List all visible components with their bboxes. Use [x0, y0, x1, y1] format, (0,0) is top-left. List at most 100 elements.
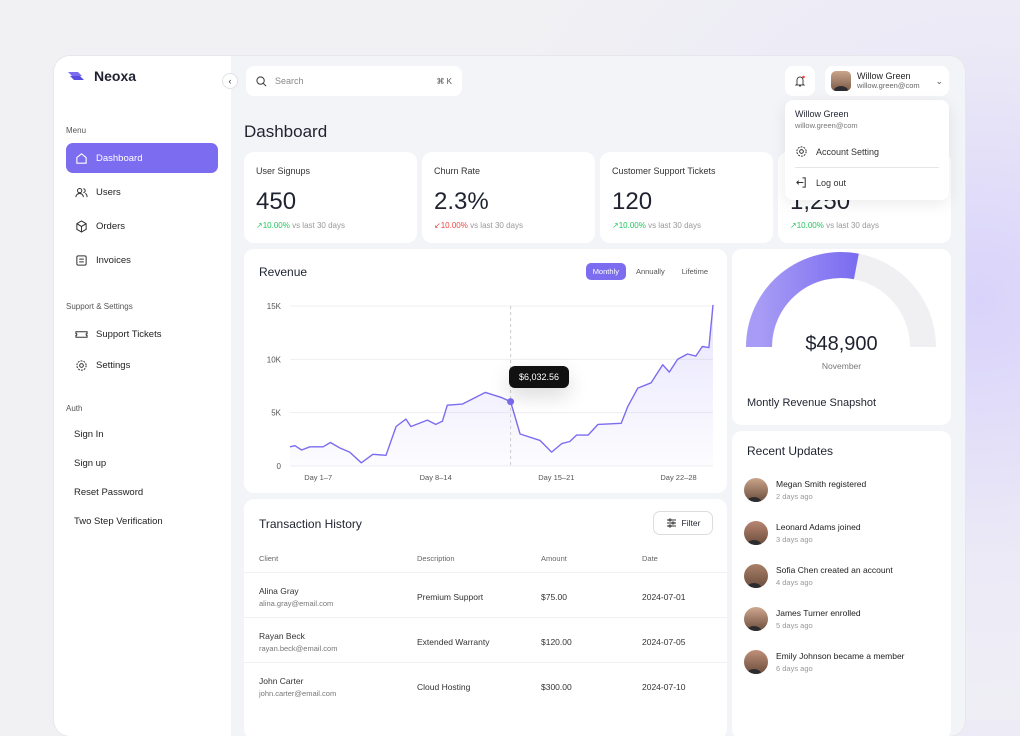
update-item[interactable]: Megan Smith registered 2 days ago: [744, 478, 866, 502]
sidebar-item-settings[interactable]: Settings: [66, 350, 218, 380]
amount: $75.00: [541, 592, 567, 602]
revenue-line: [289, 304, 714, 464]
kpi-value: 2.3%: [434, 188, 489, 215]
table-row[interactable]: John Carter john.carter@email.com Cloud …: [244, 662, 727, 707]
home-icon: [76, 152, 87, 164]
menu-item-label: Log out: [816, 177, 847, 188]
highlight-point[interactable]: [507, 398, 515, 406]
search-shortcut: ⌘ K: [436, 76, 452, 86]
update-time: 4 days ago: [776, 578, 813, 587]
transaction-history-card: Transaction History Filter Client Descri…: [244, 499, 727, 736]
menu-item-label: Account Setting: [816, 146, 880, 157]
y-tick-label: 10K: [267, 355, 282, 364]
kpi-title: Customer Support Tickets: [612, 166, 716, 176]
sidebar-item-sign-in[interactable]: Sign In: [74, 429, 104, 440]
kpi-change: ↗10.00%: [790, 221, 824, 230]
gear-icon: [796, 146, 807, 157]
kpi-value: 450: [256, 188, 297, 215]
user-email: willow.green@com: [857, 80, 920, 90]
x-tick-label: Day 22–28: [660, 473, 696, 482]
client-name: Alina Gray: [259, 586, 299, 596]
search-placeholder: Search: [275, 76, 304, 86]
update-item[interactable]: Sofia Chen created an account 4 days ago: [744, 564, 893, 588]
update-time: 6 days ago: [776, 664, 813, 673]
avatar: [744, 650, 768, 674]
date: 2024-07-01: [642, 592, 686, 602]
sidebar-item-two-step[interactable]: Two Step Verification: [74, 516, 163, 527]
y-tick-label: 0: [277, 462, 282, 471]
client-name: John Carter: [259, 676, 304, 686]
kpi-title: Churn Rate: [434, 166, 481, 176]
ticket-icon: [75, 330, 88, 338]
gear-icon: [76, 359, 87, 371]
gauge-title: Montly Revenue Snapshot: [747, 397, 877, 409]
revenue-card: Revenue Monthly Annually Lifetime 0 5K 10K…: [244, 249, 727, 493]
box-icon: [76, 219, 87, 233]
column-header-date: Date: [642, 554, 658, 563]
kpi-note: vs last 30 days: [292, 221, 345, 230]
table-row[interactable]: Alina Gray alina.gray@email.com Premium …: [244, 572, 727, 617]
kpi-card: Customer Support Tickets 120 ↗10.00% vs …: [600, 152, 773, 243]
description: Extended Warranty: [417, 637, 490, 647]
bell-icon: [794, 75, 806, 87]
recent-updates-title: Recent Updates: [747, 444, 834, 458]
notifications-button[interactable]: [785, 66, 815, 96]
column-header-client: Client: [259, 554, 279, 563]
sidebar-item-support-tickets[interactable]: Support Tickets: [66, 319, 218, 349]
kpi-change: ↙10.00%: [434, 221, 468, 230]
collapse-sidebar-button[interactable]: ‹: [222, 73, 238, 89]
sidebar-item-label: Support Tickets: [96, 328, 162, 340]
update-item[interactable]: James Turner enrolled 5 days ago: [744, 607, 861, 631]
gauge: [746, 252, 936, 348]
user-menu-button[interactable]: Willow Green willow.green@com ⌄: [825, 66, 949, 96]
user-name: Willow Green: [857, 70, 911, 81]
amount: $300.00: [541, 682, 572, 692]
update-time: 3 days ago: [776, 535, 813, 544]
sidebar-item-label: Settings: [96, 359, 131, 371]
column-header-description: Description: [417, 554, 455, 563]
gauge-label: November: [821, 361, 862, 371]
revenue-snapshot-card: $48,900 November Montly Revenue Snapshot: [732, 249, 951, 425]
client-email: alina.gray@email.com: [259, 599, 334, 608]
avatar: [744, 521, 768, 545]
sidebar-item-dashboard[interactable]: Dashboard: [66, 143, 218, 173]
date: 2024-07-10: [642, 682, 686, 692]
x-tick-label: Day 15–21: [538, 473, 574, 482]
account-setting-item[interactable]: Account Setting: [795, 145, 879, 158]
search-input[interactable]: Search ⌘ K: [246, 66, 462, 96]
gauge-value: $48,900: [805, 333, 878, 355]
kpi-title: User Signups: [256, 166, 311, 176]
sidebar-item-orders[interactable]: Orders: [66, 211, 218, 241]
description: Premium Support: [417, 592, 484, 602]
recent-updates-card: Recent Updates Megan Smith registered 2 d…: [732, 431, 951, 736]
filter-button[interactable]: Filter: [653, 511, 713, 535]
filter-label: Filter: [681, 518, 701, 528]
chevron-down-icon: ⌄: [935, 75, 943, 86]
sidebar-item-label: Users: [96, 186, 121, 198]
sidebar-item-reset-password[interactable]: Reset Password: [74, 487, 144, 498]
kpi-change: ↗10.00%: [612, 221, 646, 230]
app-window: Neoxa Menu Dashboard Users Orders Invoic…: [54, 56, 965, 736]
sidebar-item-invoices[interactable]: Invoices: [66, 245, 218, 275]
brand: Neoxa: [66, 68, 136, 84]
kpi-note: vs last 30 days: [470, 221, 523, 230]
revenue-area: [290, 304, 713, 466]
update-text: Megan Smith registered: [776, 479, 867, 489]
revenue-title: Revenue: [259, 265, 308, 279]
search-icon: [256, 75, 267, 86]
tab-annually[interactable]: Annually: [635, 267, 665, 276]
logout-item[interactable]: Log out: [795, 176, 846, 189]
tab-monthly[interactable]: Monthly: [585, 263, 626, 280]
menu-section-label: Menu: [66, 126, 87, 135]
update-item[interactable]: Leonard Adams joined 3 days ago: [744, 521, 861, 545]
kpi-note: vs last 30 days: [648, 221, 701, 230]
gauge-fill: [746, 252, 859, 348]
x-tick-label: Day 1–7: [304, 473, 332, 482]
tab-lifetime[interactable]: Lifetime: [681, 267, 708, 276]
table-row[interactable]: Rayan Beck rayan.beck@email.com Extended…: [244, 617, 727, 662]
sidebar-item-users[interactable]: Users: [66, 177, 218, 207]
sidebar-item-label: Orders: [96, 220, 126, 232]
update-item[interactable]: Emily Johnson became a member 6 days ago: [744, 650, 905, 674]
sidebar-item-sign-up[interactable]: Sign up: [74, 458, 107, 469]
chart-tooltip: $6,032.56: [509, 366, 570, 388]
